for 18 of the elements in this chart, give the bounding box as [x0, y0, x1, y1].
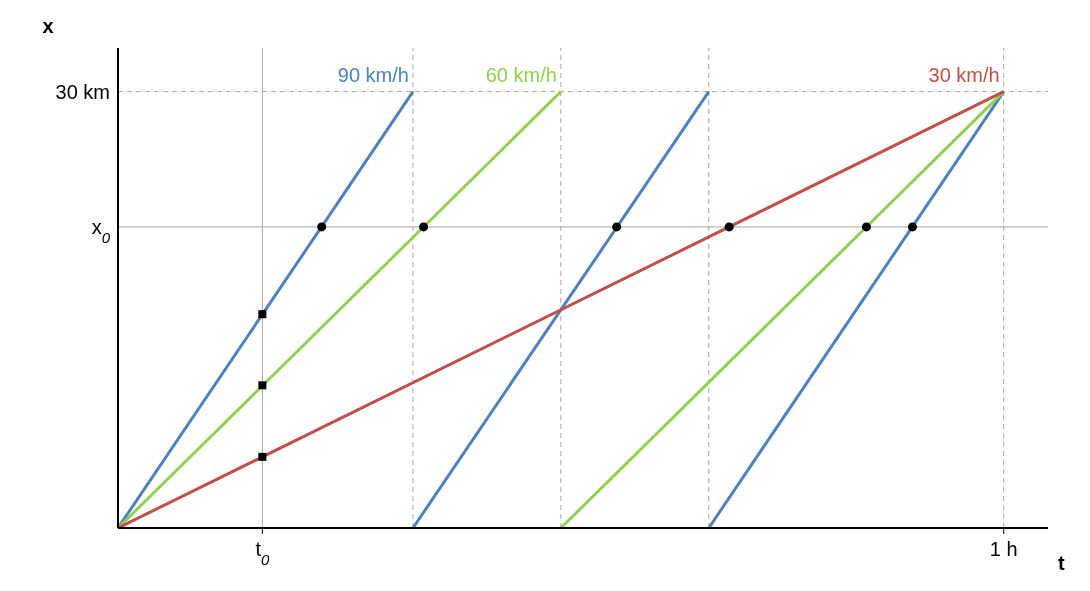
point [258, 381, 267, 390]
x-axis-title: t [1058, 552, 1065, 575]
series-label: 60 km/h [485, 63, 557, 86]
y-axis-title: x [42, 15, 54, 37]
point [612, 222, 622, 232]
series-label: 90 km/h [337, 63, 409, 86]
point [258, 452, 267, 461]
point [258, 310, 267, 319]
x-tick-label: t$_{0}$ [255, 538, 270, 568]
point [317, 222, 327, 232]
x-tick-label: 1 h [989, 538, 1018, 560]
point [724, 222, 734, 232]
ref-line-label: 30 km [55, 80, 110, 103]
ref-line-label: x$_{0}$ [91, 215, 111, 246]
series-label: 30 km/h [928, 63, 1000, 86]
point [419, 222, 429, 232]
point [907, 222, 917, 232]
point [861, 222, 871, 232]
